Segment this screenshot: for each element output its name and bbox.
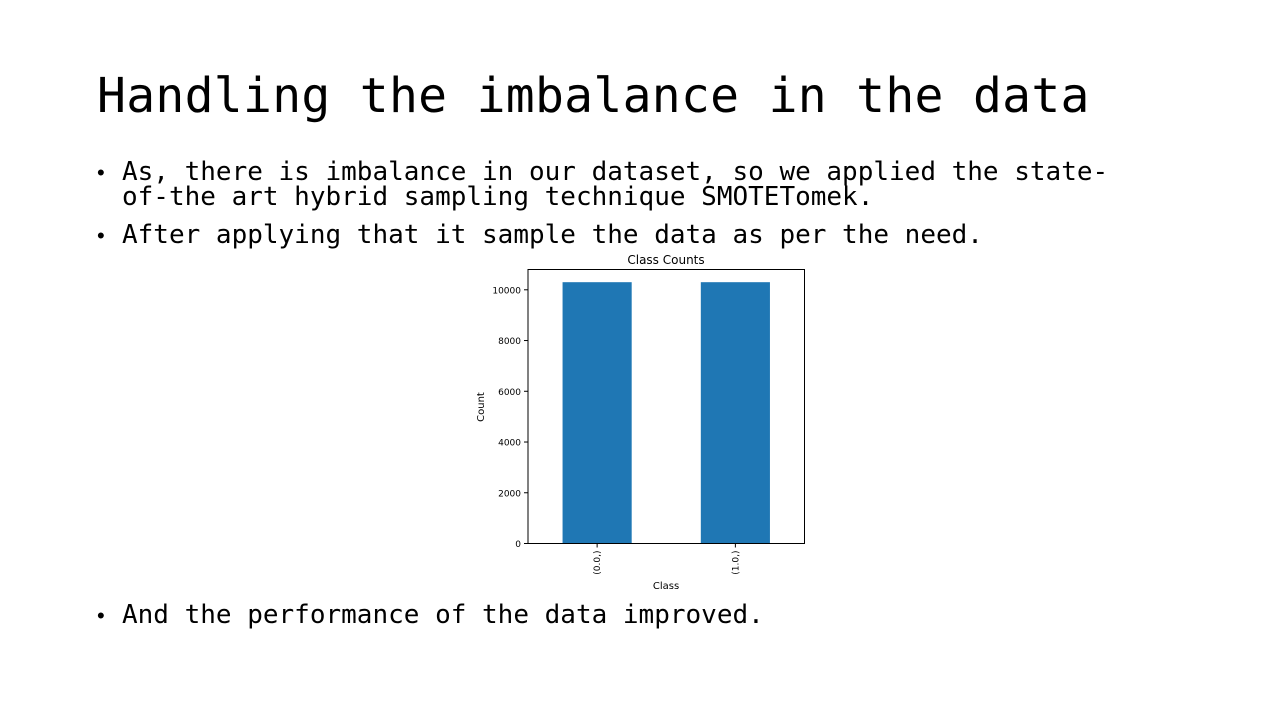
bar-1	[701, 282, 770, 543]
bullet-dot: •	[97, 223, 122, 248]
y-tick-label: 6000	[498, 388, 521, 398]
bullet-text: After applying that it sample the data a…	[122, 223, 1162, 248]
y-ticks: 0 2000 4000 6000 8000 10000	[492, 286, 528, 550]
chart-svg: Class Counts 0 2000 4000 6000 8000 10000 (0.0…	[470, 248, 815, 596]
y-tick-label: 2000	[498, 489, 521, 499]
y-tick-label: 10000	[492, 286, 521, 296]
bars-layer	[563, 282, 770, 543]
y-tick-label: 4000	[498, 439, 521, 449]
class-counts-chart: Class Counts 0 2000 4000 6000 8000 10000 (0.0…	[470, 248, 815, 596]
y-tick-label: 0	[515, 540, 521, 550]
slide-title: Handling the imbalance in the data	[97, 64, 1090, 128]
y-axis-label: Count	[476, 392, 487, 422]
x-axis-label: Class	[653, 581, 679, 592]
bullet-dot: •	[97, 160, 122, 185]
bullet-text: As, there is imbalance in our dataset, s…	[122, 160, 1162, 210]
bullet-item: • And the performance of the data improv…	[97, 603, 1162, 628]
x-tick-label: (1.0,)	[731, 551, 741, 575]
y-tick-label: 8000	[498, 337, 521, 347]
x-tick-label: (0.0,)	[593, 551, 603, 575]
x-ticks: (0.0,) (1.0,)	[593, 544, 741, 575]
bullet-item: • As, there is imbalance in our dataset,…	[97, 160, 1162, 210]
bullet-dot: •	[97, 603, 122, 628]
bar-0	[563, 282, 632, 543]
bullet-text: And the performance of the data improved…	[122, 603, 1162, 628]
bullet-item: • After applying that it sample the data…	[97, 223, 1162, 248]
chart-title: Class Counts	[627, 253, 704, 267]
